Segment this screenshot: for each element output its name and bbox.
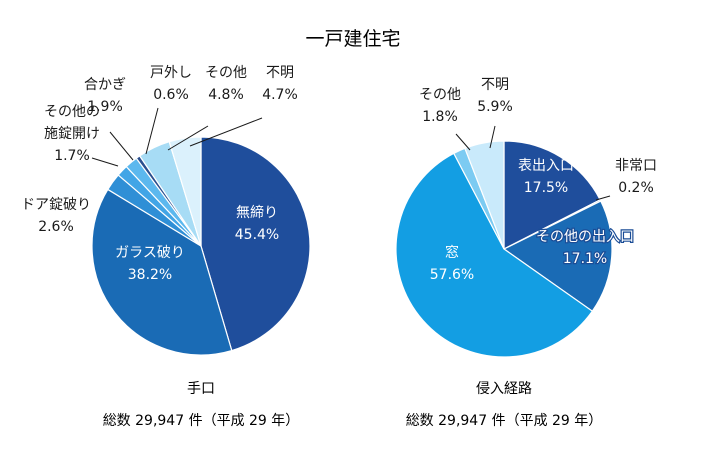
slice-label: その他 4.8% (205, 65, 247, 103)
pie-slice (168, 136, 202, 247)
pie-slice (502, 200, 613, 313)
leader-line (455, 133, 471, 151)
pie-slice (464, 140, 505, 250)
route-chart-title: 侵入経路 (476, 380, 532, 397)
leader-line (167, 125, 209, 151)
leader-line (595, 195, 611, 201)
slice-label: 合かぎ 1.9% (84, 77, 126, 115)
slice-label: ドア錠破り 2.6% (21, 197, 91, 235)
leader-line (109, 131, 134, 161)
slice-label: 無締り 45.4% (235, 204, 279, 243)
pie-chart-method: 無締り 45.4% ガラス破り 38.2% ドア錠破り 2.6% その他の施錠開け 1.7%合… (21, 65, 311, 356)
pie-slice (200, 136, 311, 352)
main-title: 一戸建住宅 (305, 28, 400, 50)
leader-line (91, 157, 119, 167)
pie-chart-route: 表出入口 17.5% 非常口 0.2% その他の出入口 17.1% 窓 57.6% その他 1.8… (395, 77, 657, 358)
pie-slice (503, 140, 601, 250)
route-chart-note: 総数 29,947 件（平成 29 年） (406, 413, 603, 429)
slice-label: 窓 57.6% (430, 244, 474, 283)
pie-slice (91, 188, 233, 356)
slice-label: ガラス破り 38.2% (115, 245, 185, 283)
method-chart-note: 総数 29,947 件（平成 29 年） (103, 413, 300, 429)
method-chart-title: 手口 (187, 381, 215, 397)
slice-label: 戸外し 0.6% (150, 65, 192, 103)
slice-label: 表出入口 17.5% (518, 158, 574, 196)
slice-label: その他の出入口 17.1% (536, 229, 634, 267)
slice-label: 不明 5.9% (477, 77, 513, 115)
pie-slice (395, 152, 594, 358)
slice-label: その他 1.8% (419, 87, 461, 125)
slice-label: 不明 4.7% (262, 65, 298, 103)
slice-label: 非常口 0.2% (615, 158, 657, 196)
leader-line (145, 107, 159, 155)
leader-line (189, 117, 263, 147)
slice-label: その他の施錠開け 1.7% (44, 104, 100, 164)
leader-line (489, 125, 496, 149)
